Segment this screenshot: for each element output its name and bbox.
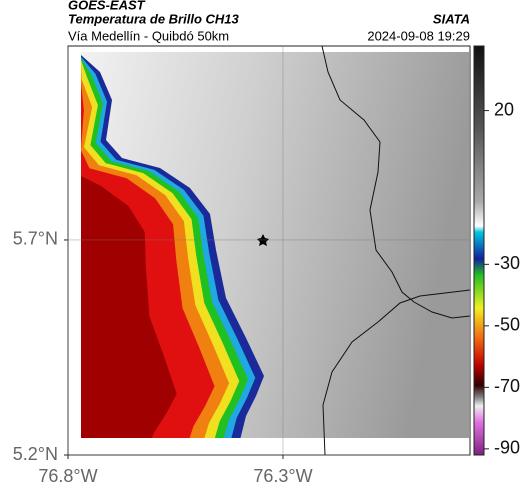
colorbar — [473, 45, 485, 456]
cloud-layer — [81, 73, 177, 438]
colorbar-label: -30 — [494, 253, 520, 273]
colorbar-label: -70 — [494, 376, 520, 396]
border — [321, 45, 471, 319]
organization: SIATA — [433, 11, 470, 26]
satellite: GOES-EAST — [68, 0, 146, 12]
colorbar-label: -50 — [494, 315, 520, 335]
product: Temperatura de Brillo CH13 — [68, 11, 240, 26]
colorbar-label: -90 — [494, 438, 520, 458]
lon-tick-label: 76.8°W — [38, 466, 97, 486]
route: Vía Medellín - Quibdó 50km — [68, 28, 229, 43]
colorbar-label: 20 — [494, 99, 514, 119]
lat-tick-label: 5.7°N — [13, 229, 58, 249]
lon-tick-label: 76.3°W — [253, 466, 312, 486]
satellite-image — [81, 52, 469, 438]
lat-tick-label: 5.2°N — [13, 444, 58, 464]
datetime: 2024-09-08 19:29 — [367, 28, 470, 43]
borders — [321, 45, 471, 456]
border — [322, 289, 471, 456]
